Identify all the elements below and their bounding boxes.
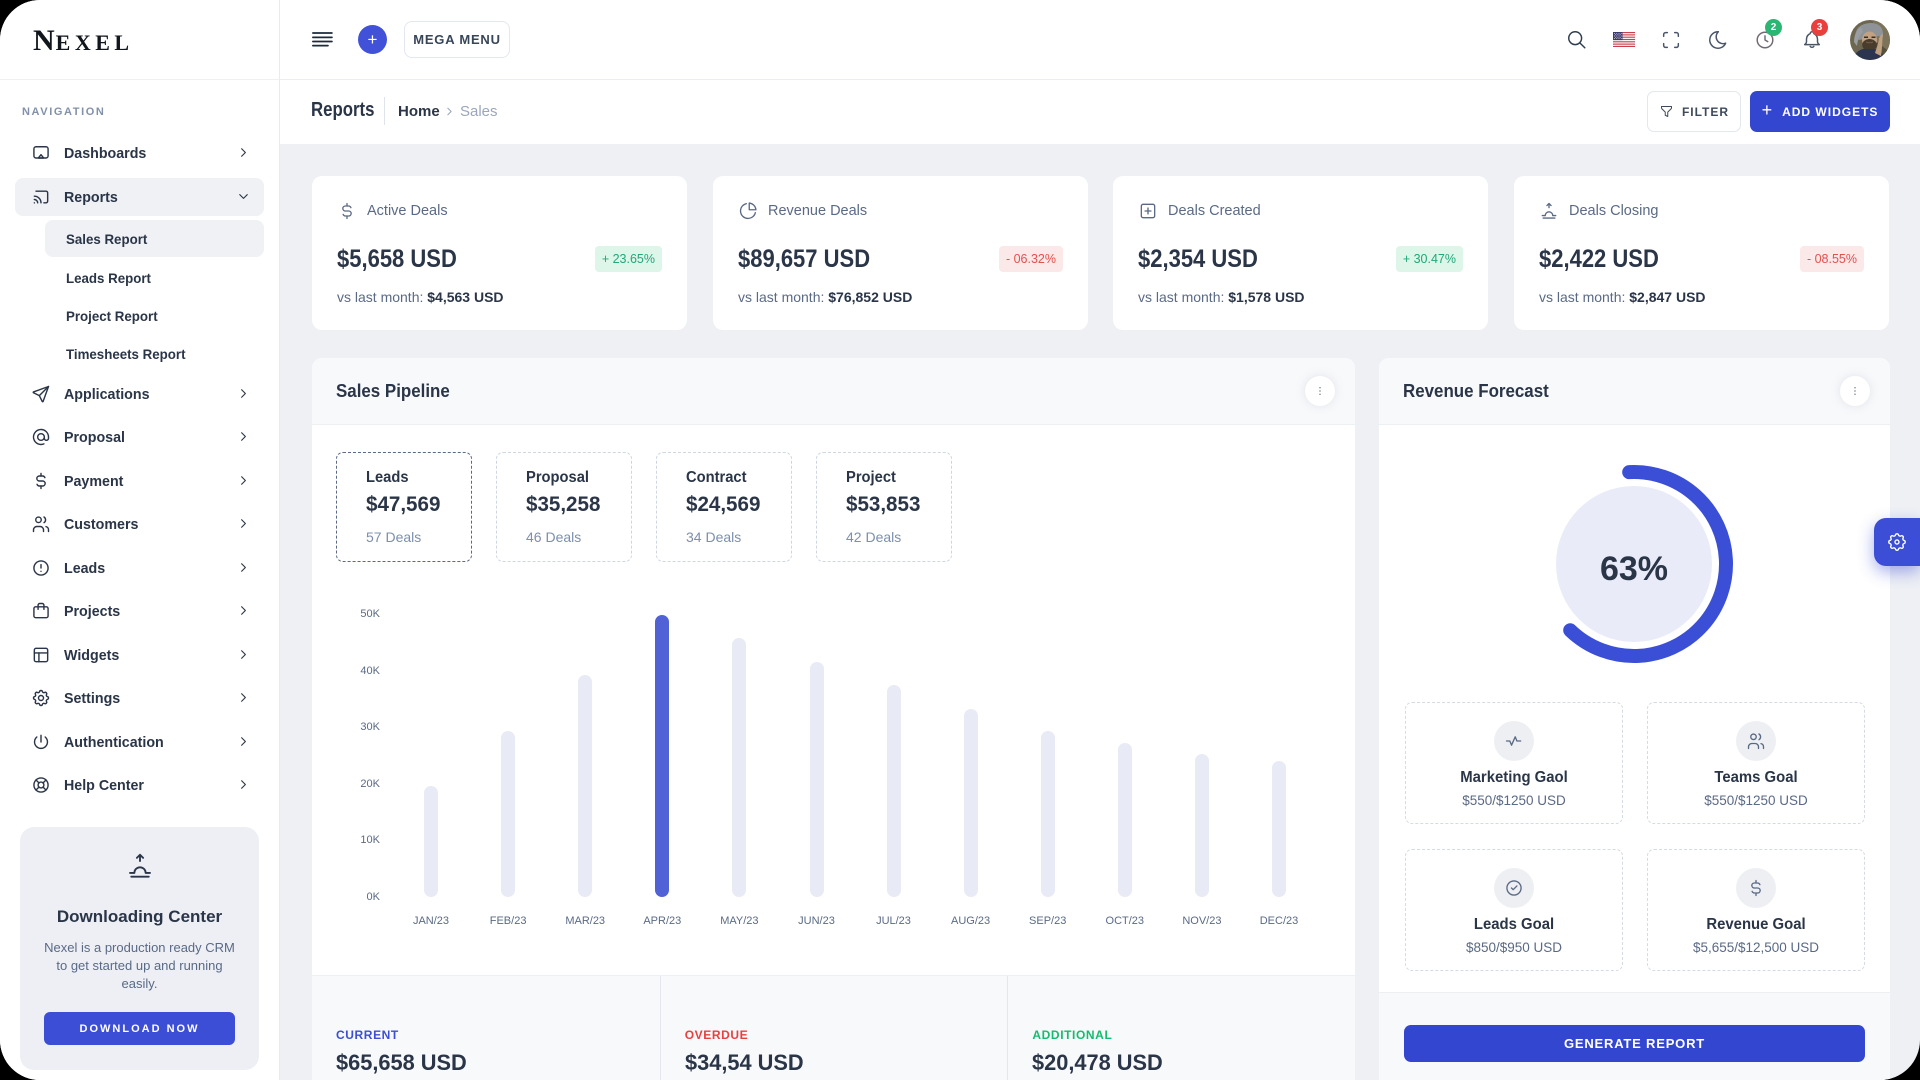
svg-text:63%: 63% xyxy=(1600,550,1668,588)
